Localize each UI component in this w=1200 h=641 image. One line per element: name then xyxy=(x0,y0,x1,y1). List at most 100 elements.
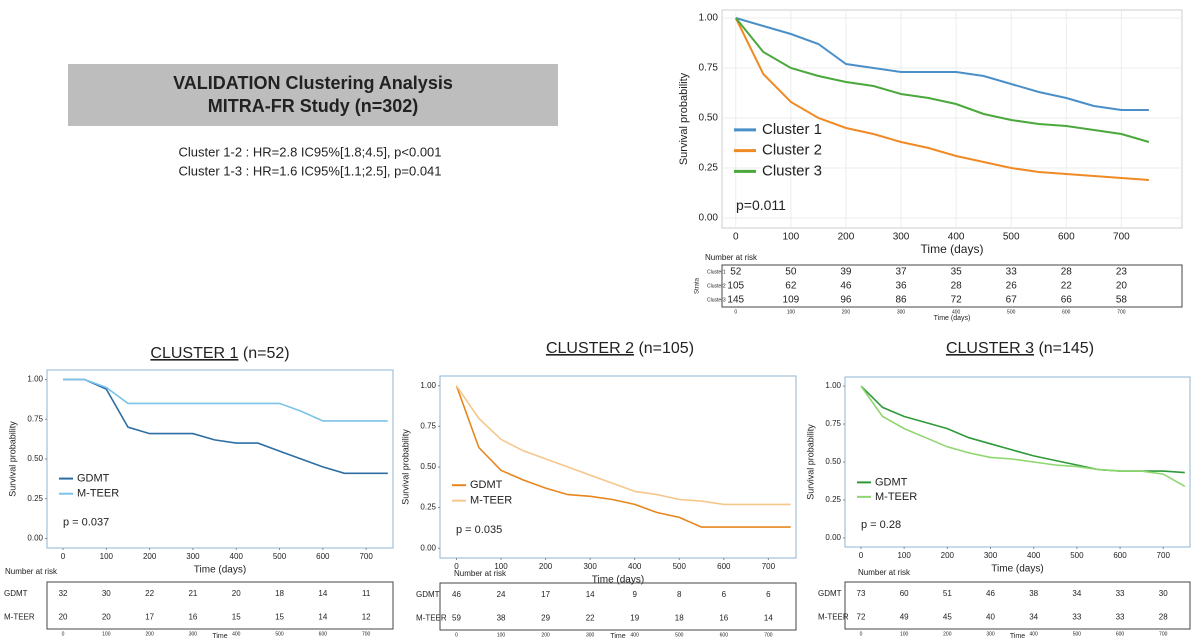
legend-label: GDMT xyxy=(470,479,503,491)
legend-label: GDMT xyxy=(77,472,110,484)
x-tick-label: 600 xyxy=(717,562,731,571)
risk-count: 45 xyxy=(943,612,952,621)
risk-count: 35 xyxy=(951,267,963,278)
x-tick-label: 0 xyxy=(61,552,66,561)
risk-count: 24 xyxy=(497,590,506,599)
risk-x-tick-label: 0 xyxy=(734,309,737,315)
risk-count: 46 xyxy=(452,590,461,599)
x-tick-label: 500 xyxy=(673,562,687,571)
annotation: p = 0.28 xyxy=(861,519,901,531)
risk-count: 73 xyxy=(857,589,866,598)
risk-count: 29 xyxy=(541,613,550,622)
legend-label: Cluster 2 xyxy=(762,142,822,159)
risk-count: 51 xyxy=(943,589,952,598)
legend-label: Cluster 1 xyxy=(762,121,822,138)
risk-x-label: Time xyxy=(610,633,625,640)
chart: CLUSTER 1 (n=52) 0.00 0.25 0.50 0.75 1.00 0 100… xyxy=(4,345,394,640)
x-tick-label: 100 xyxy=(783,232,800,243)
survival-curve xyxy=(735,17,1149,111)
risk-count: 38 xyxy=(497,613,506,622)
risk-count: 17 xyxy=(145,612,154,621)
risk-row-label: M-TEER xyxy=(4,612,35,621)
chart-title: CLUSTER 1 (n=52) xyxy=(150,345,289,362)
risk-count: 18 xyxy=(675,613,684,622)
risk-count: 105 xyxy=(727,281,744,292)
risk-count: 86 xyxy=(895,295,907,306)
risk-count: 26 xyxy=(1006,281,1018,292)
x-tick-label: 700 xyxy=(1157,551,1171,560)
risk-count: 145 xyxy=(727,295,744,306)
plot-area xyxy=(721,9,1183,229)
x-tick-label: 100 xyxy=(100,552,114,561)
risk-row-label: Cluster3 xyxy=(707,297,726,303)
risk-x-tick-label: 500 xyxy=(1007,309,1016,315)
risk-count: 28 xyxy=(951,281,963,292)
risk-count: 67 xyxy=(1006,295,1018,306)
x-tick-label: 400 xyxy=(628,562,642,571)
risk-x-tick-label: 600 xyxy=(319,631,328,637)
risk-count: 52 xyxy=(730,267,742,278)
risk-x-tick-label: 0 xyxy=(62,631,65,637)
risk-x-tick-label: 300 xyxy=(986,631,995,637)
risk-count: 14 xyxy=(318,589,327,598)
title-box xyxy=(68,64,558,126)
x-tick-label: 100 xyxy=(494,562,508,571)
risk-count: 14 xyxy=(318,612,327,621)
risk-count: 16 xyxy=(719,613,728,622)
legend-label: GDMT xyxy=(875,476,908,488)
risk-count: 22 xyxy=(145,589,154,598)
x-tick-label: 400 xyxy=(948,232,965,243)
risk-count: 30 xyxy=(1159,589,1168,598)
x-tick-label: 400 xyxy=(1027,551,1041,560)
y-tick-label: 0.00 xyxy=(825,533,841,542)
risk-x-tick-label: 400 xyxy=(232,631,241,637)
y-tick-label: 0.50 xyxy=(420,462,436,471)
title-main: CLUSTER 3 xyxy=(946,340,1034,357)
risk-table-title: Number at risk xyxy=(5,567,58,576)
risk-count: 15 xyxy=(275,612,284,621)
risk-x-tick-label: 700 xyxy=(362,631,371,637)
risk-row-label: M-TEER xyxy=(818,612,849,621)
risk-x-tick-label: 0 xyxy=(455,632,458,638)
y-axis-label: Survival probability xyxy=(678,72,690,165)
risk-count: 15 xyxy=(232,612,241,621)
chart-title: CLUSTER 2 (n=105) xyxy=(546,340,694,357)
risk-count: 46 xyxy=(986,589,995,598)
legend-label: M-TEER xyxy=(77,488,119,500)
risk-x-tick-label: 100 xyxy=(102,631,111,637)
y-tick-label: 0.75 xyxy=(699,63,719,74)
survival-curve xyxy=(734,17,1149,181)
risk-count: 37 xyxy=(895,267,907,278)
risk-count: 18 xyxy=(275,589,284,598)
risk-x-tick-label: 200 xyxy=(541,632,550,638)
risk-table-box xyxy=(439,582,797,631)
risk-count: 21 xyxy=(188,589,197,598)
survival-curve xyxy=(860,385,1186,487)
risk-count: 60 xyxy=(900,589,909,598)
risk-x-tick-label: 300 xyxy=(897,309,906,315)
risk-count: 11 xyxy=(362,589,371,598)
y-tick-label: 1.00 xyxy=(27,375,43,384)
risk-count: 22 xyxy=(1061,281,1073,292)
x-tick-label: 0 xyxy=(454,562,459,571)
risk-count: 30 xyxy=(102,589,111,598)
risk-row-label: GDMT xyxy=(416,590,440,599)
risk-row-label: Cluster2 xyxy=(707,283,726,289)
risk-count: 22 xyxy=(586,613,595,622)
risk-count: 40 xyxy=(986,612,995,621)
risk-count: 59 xyxy=(452,613,461,622)
risk-table-box xyxy=(721,264,1183,308)
risk-row-label: GDMT xyxy=(818,589,842,598)
y-tick-label: 1.00 xyxy=(699,13,719,24)
title-sub: (n=52) xyxy=(243,345,290,362)
y-tick-label: 0.75 xyxy=(27,414,43,423)
title-sub: (n=105) xyxy=(638,340,694,357)
y-axis-label: Survival probability xyxy=(805,424,815,500)
risk-count: 19 xyxy=(630,613,639,622)
survival-curve xyxy=(63,378,388,475)
risk-count: 17 xyxy=(541,590,550,599)
x-axis-label: Time (days) xyxy=(991,564,1043,575)
y-tick-label: 0.25 xyxy=(699,163,719,174)
strata-label: Strata xyxy=(695,277,701,294)
